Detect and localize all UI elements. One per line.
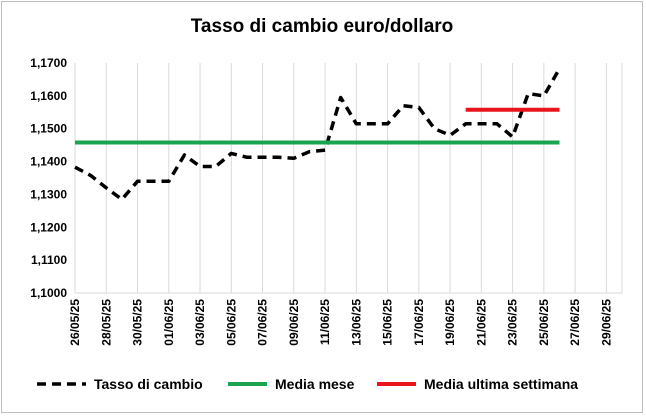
legend-item: Tasso di cambio [37,376,203,392]
y-tick-labels: 1,1000 1,1100 1,1200 1,1300 1,1400 1,1500 1,16… [30,56,67,300]
x-tick-label: 23/06/25 [506,299,520,346]
x-tick-label: 01/06/25 [162,299,176,346]
legend: Tasso di cambio Media mese Media ultima se… [37,376,578,392]
y-tick-label: 1,1500 [30,122,67,136]
y-tick-label: 1,1200 [30,220,67,234]
y-tick-label: 1,1000 [30,286,67,300]
x-tick-label: 29/06/25 [599,299,613,346]
x-tick-labels: 26/05/25 28/05/25 30/05/25 01/06/25 03/06/25… [68,299,613,346]
series-lines [74,67,562,202]
x-tick-label: 30/05/25 [131,299,145,346]
legend-label: Tasso di cambio [94,376,203,392]
y-tick-label: 1,1700 [30,56,67,70]
x-tick-label: 09/06/25 [287,299,301,346]
y-tick-label: 1,1300 [30,187,67,201]
x-tick-label: 03/06/25 [193,299,207,346]
x-tick-label: 19/06/25 [443,299,457,346]
x-tick-label: 13/06/25 [349,299,363,346]
chart-title: Tasso di cambio euro/dollaro [191,16,454,37]
x-tick-label: 21/06/25 [474,299,488,346]
x-tick-label: 07/06/25 [256,299,270,346]
x-tick-label: 25/06/25 [537,299,551,346]
legend-label: Media ultima settimana [424,376,578,392]
legend-label: Media mese [275,376,355,392]
x-tick-label: 26/05/25 [68,299,82,346]
series-tasso-di-cambio [74,67,562,202]
x-tick-label: 17/06/25 [412,299,426,346]
x-tick-label: 11/06/25 [318,299,332,345]
legend-item: Media ultima settimana [377,376,578,392]
y-tick-label: 1,1100 [31,253,67,267]
y-tick-label: 1,1600 [30,89,67,103]
legend-item: Media mese [228,376,355,392]
grid-lines [74,63,623,293]
x-tick-label: 28/05/25 [99,299,113,346]
axes [74,63,622,294]
x-tick-label: 05/06/25 [224,299,238,346]
x-tick-label: 15/06/25 [381,299,395,346]
x-tick-label: 27/06/25 [568,299,582,346]
y-tick-label: 1,1400 [30,155,67,169]
